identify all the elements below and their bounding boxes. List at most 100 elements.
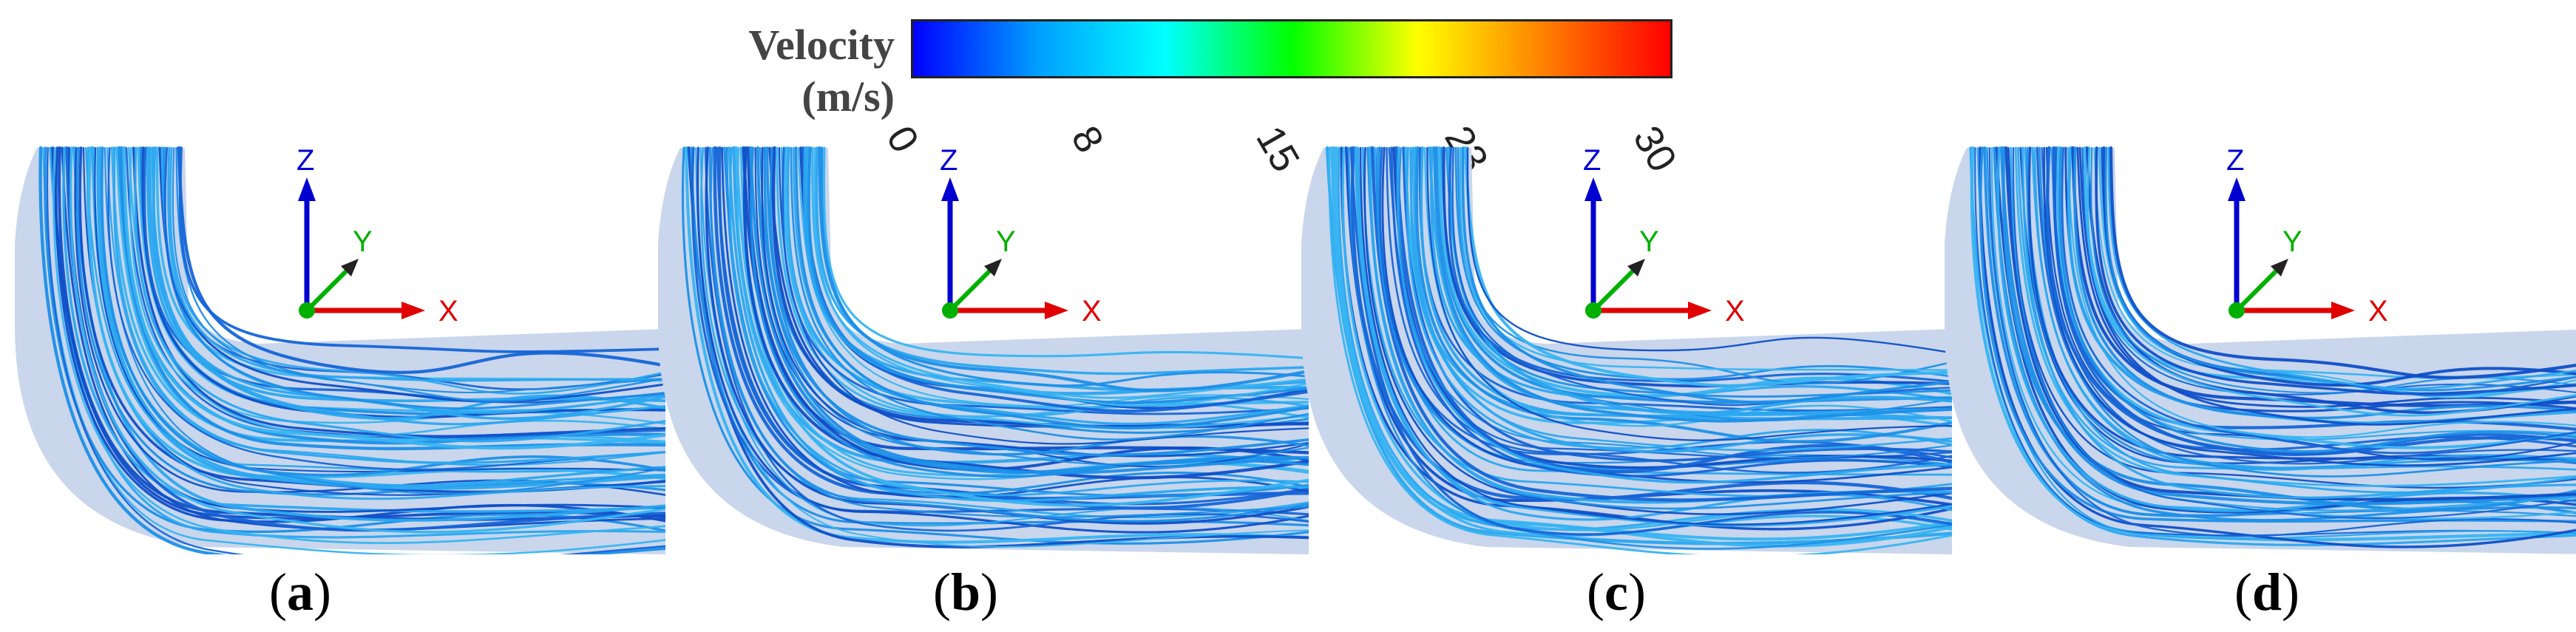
streamline xyxy=(790,146,1309,441)
streamline xyxy=(2014,146,2576,487)
streamline xyxy=(175,146,665,403)
streamline xyxy=(1374,146,1952,476)
streamline xyxy=(2071,146,2576,407)
streamline xyxy=(1988,146,2576,537)
streamline-plot-d: Z Y X xyxy=(1945,144,2576,554)
streamline xyxy=(1414,146,1952,444)
streamline xyxy=(2061,146,2576,455)
streamline xyxy=(1409,146,1952,452)
streamline xyxy=(177,146,665,375)
streamline xyxy=(1328,146,1952,554)
panel-c: Z Y X xyxy=(1301,140,1952,554)
axis-origin xyxy=(942,302,958,319)
streamline xyxy=(1386,146,1952,474)
streamline xyxy=(1979,146,2576,548)
streamline xyxy=(84,146,665,473)
streamline xyxy=(2104,146,2576,392)
streamline xyxy=(2095,146,2576,395)
streamline xyxy=(178,146,665,353)
streamline xyxy=(1466,146,1952,354)
x-axis-label: X xyxy=(1725,295,1745,327)
x-axis-label: X xyxy=(438,295,458,327)
streamline xyxy=(768,146,1309,428)
streamline xyxy=(746,146,1309,472)
y-axis-arrow xyxy=(305,268,350,313)
streamline xyxy=(750,146,1309,478)
y-axis-arrow xyxy=(1591,268,1636,313)
legend-title: Velocity (m/s) xyxy=(665,19,895,123)
streamline xyxy=(2107,146,2576,390)
streamline xyxy=(2017,146,2576,471)
streamline xyxy=(763,146,1309,457)
streamline xyxy=(169,146,665,395)
streamline xyxy=(151,146,665,426)
streamline xyxy=(2076,146,2576,408)
legend-title-line1: Velocity xyxy=(748,21,895,69)
streamline xyxy=(1999,146,2576,506)
streamline xyxy=(700,146,1309,519)
axis-origin xyxy=(299,302,315,319)
streamline xyxy=(1461,146,1952,404)
streamline xyxy=(1454,146,1952,381)
streamline xyxy=(696,146,1309,534)
y-axis-label: Y xyxy=(2282,225,2302,258)
streamline xyxy=(756,146,1309,475)
streamline-plot-c: Z Y X xyxy=(1301,144,1952,554)
x-axis-arrowhead xyxy=(401,302,425,319)
streamline xyxy=(134,146,665,443)
streamline xyxy=(1432,146,1952,423)
streamline xyxy=(1428,146,1952,415)
streamline xyxy=(794,146,1309,429)
z-axis-label: Z xyxy=(1583,144,1601,177)
streamline xyxy=(807,146,1309,404)
streamline xyxy=(681,146,1309,545)
streamline xyxy=(1996,146,2576,512)
y-axis-arrowhead xyxy=(1627,259,1645,276)
streamline xyxy=(2043,146,2576,467)
z-axis-arrowhead xyxy=(2228,177,2245,201)
x-axis-arrowhead xyxy=(1688,302,1712,319)
streamline xyxy=(44,146,665,534)
streamline xyxy=(1463,146,1952,387)
z-axis-arrowhead xyxy=(1584,177,1602,201)
streamline xyxy=(94,146,665,473)
x-axis-label: X xyxy=(1082,295,1102,327)
streamline xyxy=(1979,146,2576,523)
streamline xyxy=(734,146,1309,507)
streamline xyxy=(107,146,665,471)
streamline xyxy=(132,146,665,438)
streamline xyxy=(1406,146,1952,449)
streamline xyxy=(61,146,665,531)
y-axis-arrowhead xyxy=(341,259,359,276)
streamline xyxy=(1969,146,2576,546)
panel-label-b: (b) xyxy=(932,563,998,622)
streamline xyxy=(685,146,1309,544)
panel-d: Z Y X xyxy=(1945,140,2576,554)
z-axis-label: Z xyxy=(940,144,957,177)
streamline xyxy=(728,146,1309,503)
streamline xyxy=(1394,146,1952,474)
streamline xyxy=(2012,146,2576,520)
streamline xyxy=(786,146,1309,426)
streamline xyxy=(1426,146,1952,441)
streamline xyxy=(2067,146,2576,438)
streamline xyxy=(1974,146,2576,537)
streamline xyxy=(52,146,665,544)
y-axis-arrow xyxy=(948,268,993,313)
y-axis-arrowhead xyxy=(2271,259,2288,276)
streamline xyxy=(705,146,1309,525)
streamline xyxy=(38,146,665,554)
streamline xyxy=(143,146,665,404)
legend-title-line2: (m/s) xyxy=(801,72,895,120)
streamline xyxy=(2053,146,2576,456)
streamline xyxy=(2093,147,2576,398)
streamline xyxy=(2004,146,2576,501)
x-axis-label: X xyxy=(2368,295,2388,327)
y-axis-arrow xyxy=(2234,268,2280,313)
y-axis-label: Y xyxy=(353,225,373,258)
streamline xyxy=(46,146,665,554)
streamline xyxy=(1354,146,1952,527)
streamline xyxy=(1332,146,1952,541)
panel-label-d: (d) xyxy=(2234,563,2299,622)
